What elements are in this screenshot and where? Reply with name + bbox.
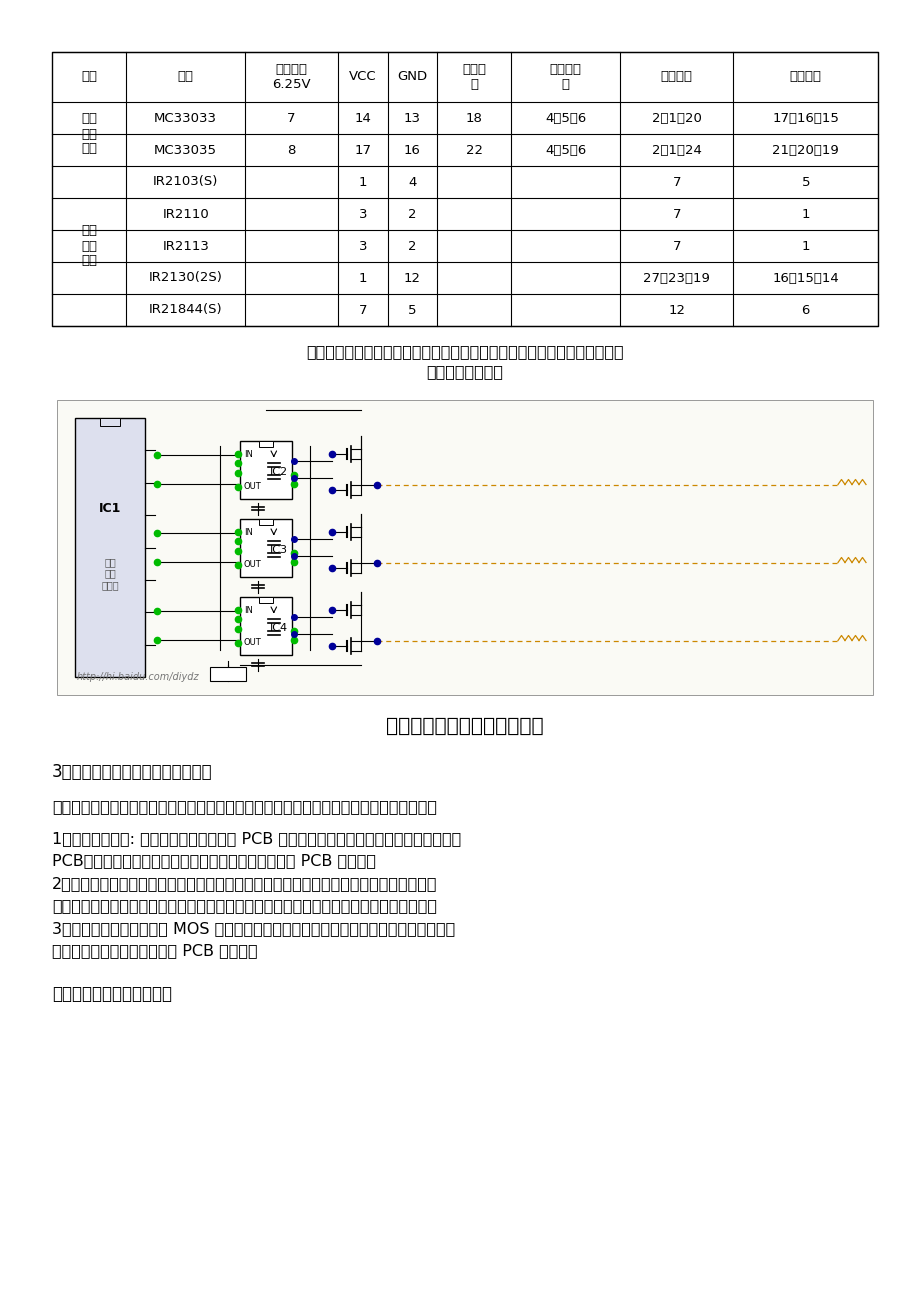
Text: 27、23、19: 27、23、19 xyxy=(642,272,709,285)
Text: 13: 13 xyxy=(403,112,420,125)
Text: 测量各集成电路输入输出引脚的电压，是否与转把转动角度有对应关系，能: 测量各集成电路输入输出引脚的电压，是否与转把转动角度有对应关系，能 xyxy=(306,344,623,359)
Bar xyxy=(240,596,291,655)
Text: IR21844(S): IR21844(S) xyxy=(149,303,222,316)
Text: IR2110: IR2110 xyxy=(162,207,209,220)
Text: MC33033: MC33033 xyxy=(154,112,217,125)
Bar xyxy=(210,667,246,681)
Text: OUT: OUT xyxy=(244,638,262,647)
Bar xyxy=(52,52,877,326)
Text: 7: 7 xyxy=(672,207,680,220)
Text: 8: 8 xyxy=(287,143,295,156)
Text: IC2: IC2 xyxy=(269,467,288,478)
Text: 3: 3 xyxy=(358,207,367,220)
Text: 基准电压
6.25V: 基准电压 6.25V xyxy=(272,62,311,91)
Text: IR2113: IR2113 xyxy=(162,240,209,253)
Text: 4、5、6: 4、5、6 xyxy=(544,112,585,125)
Text: 2、焊接集成电路：将焊孔里的焊锡清除干净，将集成电路插装好，用接地良好的电烙铁迅: 2、焊接集成电路：将焊孔里的焊锡清除干净，将集成电路插装好，用接地良好的电烙铁迅 xyxy=(52,876,437,891)
Text: IC1: IC1 xyxy=(98,503,121,516)
Text: 17: 17 xyxy=(354,143,371,156)
Text: OUT: OUT xyxy=(244,482,262,491)
Text: 速焊接好各引脚。注意速度要快，以免焊接时间长，引起局部温度过高，损坏电路或焊盘。: 速焊接好各引脚。注意速度要快，以免焊接时间长，引起局部温度过高，损坏电路或焊盘。 xyxy=(52,898,437,913)
Text: IC3: IC3 xyxy=(269,546,288,556)
Text: 16: 16 xyxy=(403,143,420,156)
Text: 3、更换集成电路的方法与注意事项: 3、更换集成电路的方法与注意事项 xyxy=(52,763,212,781)
Bar xyxy=(259,596,273,603)
Text: 4: 4 xyxy=(408,176,416,189)
Text: 4、5、6: 4、5、6 xyxy=(544,143,585,156)
Text: IN: IN xyxy=(244,529,253,536)
Text: 22: 22 xyxy=(465,143,482,156)
Text: IR2130(2S): IR2130(2S) xyxy=(149,272,222,285)
Text: PCB，直至所有焊盘的焊锡融化，用镊子将集成电路从 PCB 上取下。: PCB，直至所有焊盘的焊锡融化，用镊子将集成电路从 PCB 上取下。 xyxy=(52,853,376,868)
Text: 5: 5 xyxy=(408,303,416,316)
Text: 无刷
控制
芯片: 无刷 控制 芯片 xyxy=(81,112,97,155)
Text: 二、不同型号控制器的代换: 二、不同型号控制器的代换 xyxy=(52,986,172,1003)
Text: 21、20、19: 21、20、19 xyxy=(772,143,838,156)
Text: 17、16、15: 17、16、15 xyxy=(771,112,838,125)
Text: 无刷控制器主相位缺相检查图: 无刷控制器主相位缺相检查图 xyxy=(386,717,543,736)
Text: 1: 1 xyxy=(358,272,367,285)
Text: 判断出故障元件。: 判断出故障元件。 xyxy=(426,365,503,379)
Text: 6: 6 xyxy=(800,303,809,316)
Text: 16、15、14: 16、15、14 xyxy=(772,272,838,285)
Text: 1: 1 xyxy=(800,240,809,253)
Text: 5: 5 xyxy=(800,176,809,189)
Text: GND: GND xyxy=(397,70,427,83)
Text: 12: 12 xyxy=(403,272,420,285)
Text: 2、1、20: 2、1、20 xyxy=(651,112,701,125)
Text: IC4: IC4 xyxy=(269,624,288,633)
Bar xyxy=(259,518,273,525)
Text: 1: 1 xyxy=(800,207,809,220)
Text: IN: IN xyxy=(244,605,253,615)
Text: MC33035: MC33035 xyxy=(154,143,217,156)
Text: 12: 12 xyxy=(667,303,685,316)
Text: 在检测出集成电路损坏的情况下，就需要更换集成电路了。这里介绍一下常用的操作方法：: 在检测出集成电路损坏的情况下，就需要更换集成电路了。这里介绍一下常用的操作方法： xyxy=(52,799,437,814)
Text: 2: 2 xyxy=(408,240,416,253)
Text: 2: 2 xyxy=(408,207,416,220)
Bar xyxy=(240,518,291,577)
Text: 14: 14 xyxy=(354,112,371,125)
Text: 以避免拆卸多管脚元件时损坏 PCB 的焊盘。: 以避免拆卸多管脚元件时损坏 PCB 的焊盘。 xyxy=(52,943,257,958)
Text: 1: 1 xyxy=(358,176,367,189)
Text: 下管驱动: 下管驱动 xyxy=(789,70,821,83)
Text: 成志
电子
制作网: 成志 电子 制作网 xyxy=(101,557,119,590)
Bar xyxy=(100,418,119,426)
Bar xyxy=(75,418,145,677)
Text: OUT: OUT xyxy=(244,560,262,569)
Text: 7: 7 xyxy=(287,112,296,125)
Text: VCC: VCC xyxy=(348,70,376,83)
Text: 相角调
整: 相角调 整 xyxy=(461,62,486,91)
Text: 2、1、24: 2、1、24 xyxy=(651,143,701,156)
Text: 18: 18 xyxy=(465,112,482,125)
Text: 7: 7 xyxy=(672,176,680,189)
Text: 3、拆卸功率器件：可以将 MOS 管或三端稳压的管脚剪断，分别焊下它们的引脚，这样可: 3、拆卸功率器件：可以将 MOS 管或三端稳压的管脚剪断，分别焊下它们的引脚，这… xyxy=(52,921,455,936)
Text: 上管驱动: 上管驱动 xyxy=(660,70,692,83)
Bar xyxy=(57,400,872,695)
Text: IR2103(S): IR2103(S) xyxy=(153,176,218,189)
Text: 传感器输
入: 传感器输 入 xyxy=(549,62,581,91)
Bar xyxy=(259,440,273,447)
Text: 型号: 型号 xyxy=(177,70,194,83)
Text: http://hi.baidu.com/diydz: http://hi.baidu.com/diydz xyxy=(77,672,199,682)
Text: 7: 7 xyxy=(672,240,680,253)
Text: 1、拆卸集成电路: 用酒精灯火焰外焰加热 PCB 板焊接集成电路引脚焊盘，快速均匀的移动: 1、拆卸集成电路: 用酒精灯火焰外焰加热 PCB 板焊接集成电路引脚焊盘，快速均… xyxy=(52,831,460,846)
Text: 无刷
驱动
芯片: 无刷 驱动 芯片 xyxy=(81,224,97,267)
Text: 7: 7 xyxy=(358,303,367,316)
Text: IN: IN xyxy=(244,450,253,460)
Bar xyxy=(240,440,291,499)
Text: 芯片: 芯片 xyxy=(81,70,97,83)
Text: 3: 3 xyxy=(358,240,367,253)
